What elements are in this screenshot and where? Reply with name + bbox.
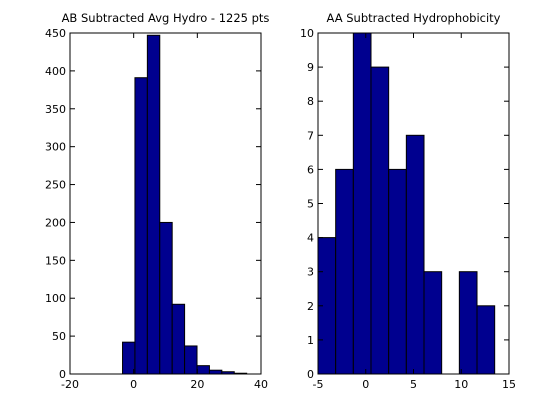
left-y-tick-label-5: 250 (45, 179, 66, 192)
left-y-tick-label-1: 50 (52, 330, 66, 343)
right-bar-2 (353, 33, 371, 374)
right-y-tick-label-6: 6 (307, 163, 314, 176)
right-bar-3 (371, 67, 389, 374)
right-bar-4 (389, 169, 407, 374)
right-x-tick-label-2: 5 (410, 378, 417, 391)
right-y-tick-label-10: 10 (300, 27, 314, 40)
left-bar-4 (172, 304, 184, 374)
right-bar-5 (406, 135, 424, 374)
right-x-tick-label-4: 15 (502, 378, 516, 391)
right-y-tick-label-2: 2 (307, 300, 314, 313)
left-y-tick-label-7: 350 (45, 103, 66, 116)
right-y-tick-label-4: 4 (307, 232, 314, 245)
left-y-tick-label-0: 0 (59, 368, 66, 381)
right-x-tick-label-3: 10 (454, 378, 468, 391)
left-x-tick-label-1: 0 (130, 378, 137, 391)
left-y-tick-label-4: 200 (45, 216, 66, 229)
left-bar-0 (123, 342, 135, 374)
left-bar-3 (160, 222, 172, 374)
left-bar-1 (135, 78, 147, 374)
right-y-tick-label-1: 1 (307, 334, 314, 347)
left-y-tick-label-2: 100 (45, 292, 66, 305)
right-y-tick-label-9: 9 (307, 61, 314, 74)
left-y-tick-label-9: 450 (45, 27, 66, 40)
right-bar-9 (477, 306, 495, 374)
right-bar-8 (459, 272, 477, 374)
right-y-tick-label-8: 8 (307, 95, 314, 108)
left-chart-title: AB Subtracted Avg Hydro - 1225 pts (62, 11, 270, 25)
left-bar-7 (209, 370, 221, 374)
left-x-tick-label-2: 20 (190, 378, 204, 391)
left-y-tick-label-6: 300 (45, 141, 66, 154)
left-x-tick-label-3: 40 (254, 378, 268, 391)
right-x-tick-label-1: 0 (362, 378, 369, 391)
left-bar-2 (147, 35, 159, 374)
right-y-tick-label-7: 7 (307, 129, 314, 142)
left-y-tick-label-8: 400 (45, 65, 66, 78)
right-y-tick-label-0: 0 (307, 368, 314, 381)
left-bar-5 (185, 346, 197, 374)
left-y-tick-label-3: 150 (45, 254, 66, 267)
left-bar-6 (197, 366, 209, 374)
right-bar-1 (336, 169, 354, 374)
right-chart-title: AA Subtracted Hydrophobicity (327, 11, 501, 25)
right-x-tick-label-0: -5 (313, 378, 324, 391)
right-y-tick-label-3: 3 (307, 266, 314, 279)
right-y-tick-label-5: 5 (307, 198, 314, 211)
right-bar-6 (424, 272, 442, 374)
